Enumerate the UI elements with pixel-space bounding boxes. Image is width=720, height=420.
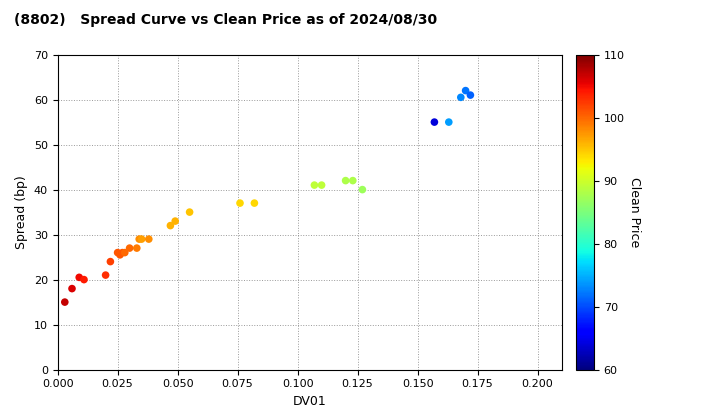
Point	[66, 285, 78, 292]
Point	[234, 200, 246, 207]
Point	[133, 236, 145, 242]
Point	[117, 249, 128, 256]
Point	[119, 249, 130, 256]
Point	[131, 245, 143, 252]
Point	[428, 119, 440, 126]
X-axis label: DV01: DV01	[293, 395, 326, 408]
Point	[112, 249, 123, 256]
Point	[316, 182, 328, 189]
Point	[460, 87, 472, 94]
Point	[356, 186, 368, 193]
Point	[143, 236, 155, 242]
Point	[184, 209, 195, 215]
Point	[104, 258, 116, 265]
Point	[347, 177, 359, 184]
Text: (8802)   Spread Curve vs Clean Price as of 2024/08/30: (8802) Spread Curve vs Clean Price as of…	[14, 13, 438, 26]
Y-axis label: Clean Price: Clean Price	[629, 177, 642, 247]
Point	[464, 92, 476, 98]
Point	[59, 299, 71, 305]
Point	[169, 218, 181, 224]
Point	[78, 276, 90, 283]
Point	[114, 252, 126, 258]
Point	[443, 119, 454, 126]
Point	[455, 94, 467, 101]
Point	[124, 245, 135, 252]
Point	[136, 236, 148, 242]
Point	[165, 222, 176, 229]
Point	[100, 272, 112, 278]
Y-axis label: Spread (bp): Spread (bp)	[15, 175, 28, 249]
Point	[73, 274, 85, 281]
Point	[309, 182, 320, 189]
Point	[340, 177, 351, 184]
Point	[248, 200, 260, 207]
